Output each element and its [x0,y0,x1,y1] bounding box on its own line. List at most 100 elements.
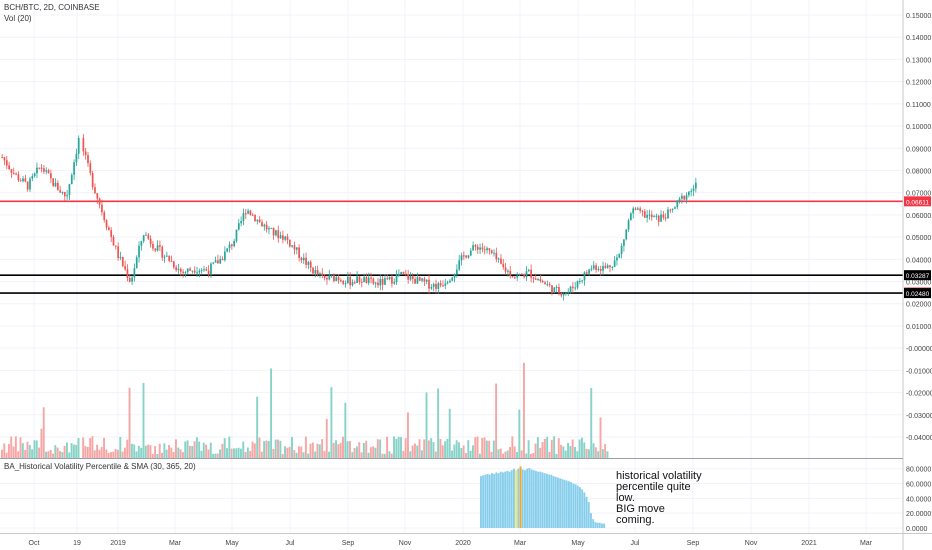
candle-body[interactable] [77,137,80,154]
hvp-bar[interactable] [546,473,548,528]
candle-body[interactable] [3,157,6,161]
volume-bar[interactable] [458,442,460,458]
candle-body[interactable] [667,209,669,219]
candle-body[interactable] [616,257,618,261]
candle-body[interactable] [597,268,600,270]
hvp-bar[interactable] [590,513,592,528]
candle-body[interactable] [518,273,521,276]
hvp-bar[interactable] [587,502,590,528]
candle-body[interactable] [326,277,328,280]
candle-body[interactable] [469,250,472,256]
candle-body[interactable] [314,270,317,274]
hvp-bar[interactable] [574,484,577,528]
candle-body[interactable] [38,167,41,169]
volume-bar[interactable] [270,368,273,458]
candle-body[interactable] [19,180,22,182]
candle-body[interactable] [200,270,203,272]
candle-body[interactable] [228,244,231,249]
candle-body[interactable] [66,195,68,197]
volume-bar[interactable] [592,443,595,458]
volume-bar[interactable] [420,450,423,458]
candle-body[interactable] [31,176,34,179]
candle-body[interactable] [402,272,405,274]
volume-bar[interactable] [483,437,486,458]
volume-bar[interactable] [1,449,3,458]
volume-bar[interactable] [168,445,170,458]
volume-bar[interactable] [407,412,409,458]
hvp-bar[interactable] [532,470,535,528]
volume-bar[interactable] [274,439,277,458]
candle-body[interactable] [159,245,161,247]
candle-body[interactable] [444,283,447,286]
candle-body[interactable] [497,258,500,260]
candle-body[interactable] [583,272,586,281]
volume-bar[interactable] [342,436,344,458]
volume-bar[interactable] [400,437,402,458]
volume-bar[interactable] [19,437,22,458]
volume-bar[interactable] [571,439,574,458]
candle-body[interactable] [669,209,672,211]
volume-bar[interactable] [594,447,597,458]
candle-body[interactable] [574,287,577,289]
volume-bar[interactable] [386,436,389,458]
candle-body[interactable] [516,275,519,278]
hvp-bar[interactable] [482,475,485,528]
candle-body[interactable] [671,208,674,210]
candle-body[interactable] [142,235,145,242]
hvp-bar[interactable] [557,477,559,528]
candle-body[interactable] [548,284,551,286]
candle-body[interactable] [430,286,433,289]
hvp-bar[interactable] [570,482,573,528]
candle-body[interactable] [595,265,597,270]
candle-body[interactable] [632,208,635,214]
volume-bar[interactable] [219,449,221,458]
candle-body[interactable] [205,269,208,271]
volume-bar[interactable] [597,451,600,458]
volume-bar[interactable] [502,453,505,458]
candle-body[interactable] [117,246,120,259]
candle-body[interactable] [346,276,349,284]
hvp-bar[interactable] [488,474,491,528]
volume-bar[interactable] [432,442,435,458]
candle-body[interactable] [525,271,528,278]
volume-bar[interactable] [379,439,382,458]
candle-body[interactable] [388,276,391,280]
candle-body[interactable] [685,195,688,200]
hvp-bar[interactable] [581,489,584,528]
candle-body[interactable] [172,261,175,268]
volume-bar[interactable] [427,440,430,458]
volume-bar[interactable] [525,453,528,458]
candle-body[interactable] [98,198,101,205]
candle-body[interactable] [189,268,191,271]
volume-bar[interactable] [226,448,228,458]
candle-body[interactable] [284,236,287,240]
hvp-bar[interactable] [592,519,595,528]
volume-bar[interactable] [207,449,210,458]
volume-bar[interactable] [126,439,129,458]
candle-body[interactable] [112,237,115,246]
volume-bar[interactable] [114,448,117,458]
volume-bar[interactable] [297,446,300,458]
volume-bar[interactable] [467,440,470,458]
candle-body[interactable] [648,214,651,216]
hvp-bar[interactable] [541,472,544,528]
hvp-bar[interactable] [561,479,564,528]
volume-bar[interactable] [230,448,233,458]
candle-body[interactable] [12,172,15,174]
candle-body[interactable] [277,230,280,239]
volume-bar[interactable] [177,447,180,458]
hvp-bar[interactable] [576,485,579,528]
candle-body[interactable] [602,265,604,271]
volume-bar[interactable] [186,440,189,458]
volume-bar[interactable] [40,428,43,458]
candle-body[interactable] [237,223,240,230]
volume-bar[interactable] [553,436,556,458]
volume-bar[interactable] [84,446,87,458]
candle-body[interactable] [437,283,440,289]
hvp-bar[interactable] [568,481,570,528]
hvp-bar[interactable] [524,470,526,528]
candle-body[interactable] [458,260,461,270]
volume-bar[interactable] [42,407,45,458]
candle-body[interactable] [279,235,282,239]
volume-bar[interactable] [279,440,282,458]
